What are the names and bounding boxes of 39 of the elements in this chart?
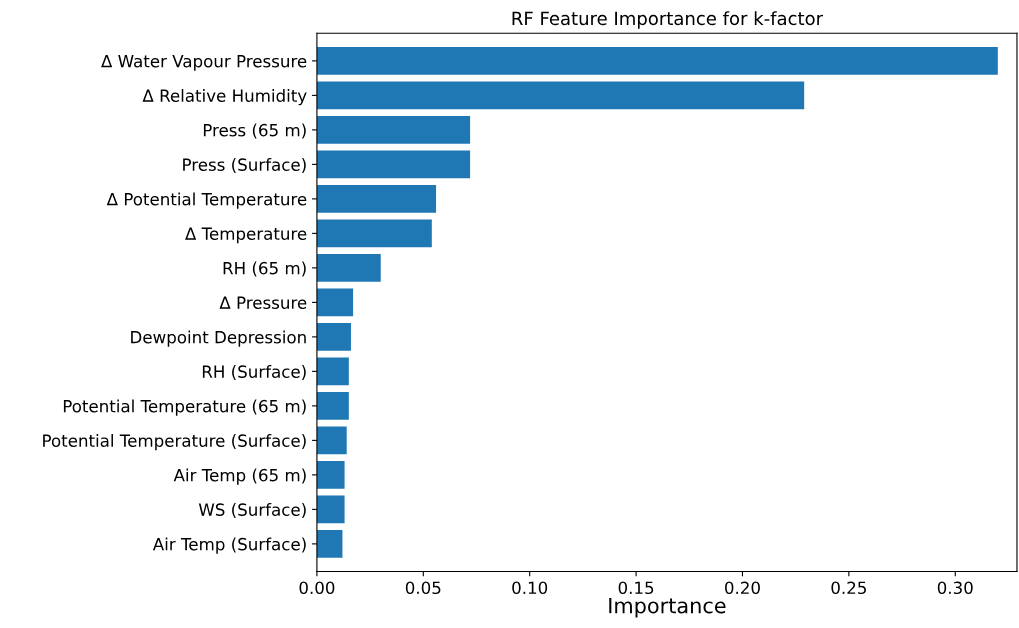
- y-tick-label: Potential Temperature (Surface): [43, 434, 306, 451]
- bar: [316, 47, 998, 75]
- bar: [316, 357, 349, 386]
- y-tick-label: Air Temp (Surface): [152, 537, 306, 554]
- bar: [316, 219, 432, 248]
- bar: [316, 392, 349, 420]
- bar: [316, 185, 437, 213]
- y-tick-label: WS (Surface): [198, 503, 306, 518]
- y-tick-label: Δ Water Vapour Pressure: [101, 55, 307, 71]
- y-tick-label: Δ Temperature: [185, 227, 307, 244]
- x-tick-label: 0.00: [299, 581, 335, 595]
- y-tick-label: RH (Surface): [202, 365, 306, 380]
- y-tick-label: Δ Potential Temperature: [106, 192, 307, 209]
- x-tick-label: 0.20: [725, 581, 760, 595]
- y-tick-label: Press (65 m): [203, 123, 306, 139]
- bar: [316, 426, 347, 455]
- bar: [316, 254, 381, 282]
- y-tick-label: Air Temp (65 m): [173, 468, 306, 485]
- bar: [316, 530, 343, 558]
- y-tick-label: Dewpoint Depression: [131, 330, 306, 347]
- x-tick-label: 0.15: [618, 581, 654, 595]
- x-axis-title: Importance: [609, 597, 726, 618]
- bar: [316, 495, 345, 524]
- x-tick-label: 0.10: [512, 581, 548, 595]
- bar: [316, 150, 471, 179]
- bar: [316, 461, 345, 489]
- y-tick-label: Δ Pressure: [219, 296, 307, 309]
- chart-title: RF Feature Importance for k-factor: [512, 11, 824, 29]
- bar: [316, 81, 805, 110]
- bar: [316, 288, 354, 317]
- bar: [316, 116, 471, 144]
- x-tick-label: 0.05: [405, 581, 441, 595]
- y-tick-label: Δ Relative Humidity: [142, 89, 307, 106]
- x-tick-label: 0.25: [831, 581, 866, 595]
- y-tick-label: RH (65 m): [223, 261, 306, 277]
- bar: [316, 323, 351, 351]
- x-tick-label: 0.30: [937, 581, 973, 595]
- y-tick-label: Press (Surface): [183, 158, 306, 173]
- y-tick-label: Potential Temperature (65 m): [63, 399, 306, 416]
